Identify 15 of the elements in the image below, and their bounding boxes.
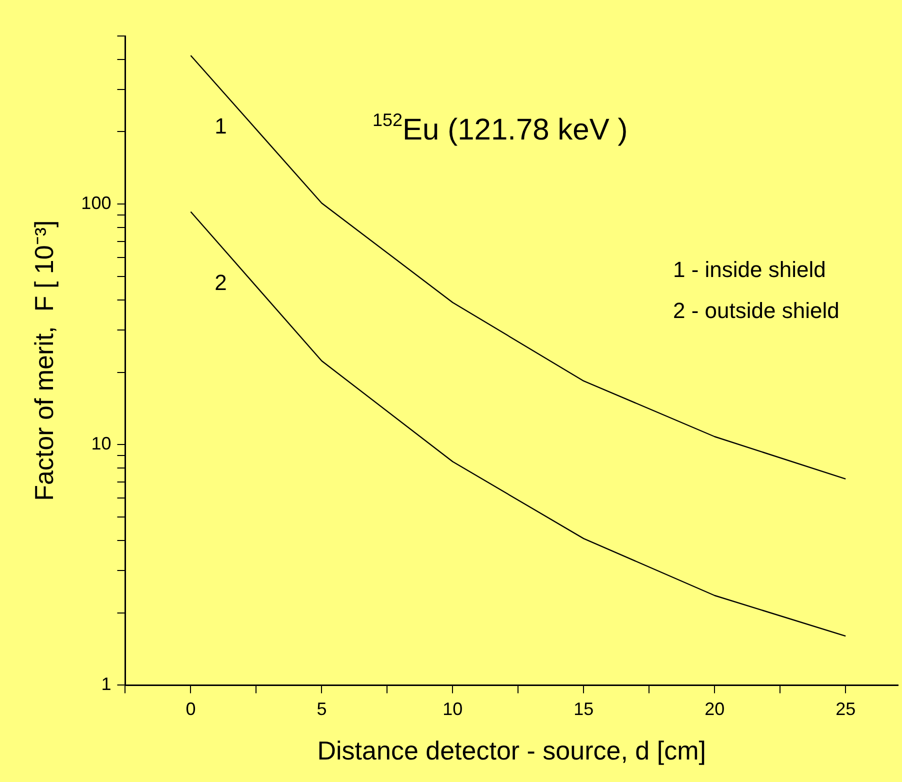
annotation: 1 - inside shield (673, 257, 826, 282)
y-tick-label: 1 (101, 674, 112, 694)
x-tick-label: 0 (186, 698, 196, 719)
x-tick-label: 20 (704, 698, 725, 719)
x-tick-label: 15 (574, 698, 594, 719)
annotation: 2 - outside shield (673, 298, 840, 324)
x-tick-label: 10 (442, 698, 463, 719)
x-axis-title: Distance detector - source, d [cm] (317, 736, 706, 766)
y-tick-label: 100 (81, 193, 112, 214)
x-tick-label: 25 (836, 698, 856, 719)
y-axis-title: Factor of merit, F [ 10⁻³] (28, 220, 59, 501)
series-label: 1 (214, 114, 227, 139)
x-tick-label: 5 (316, 698, 327, 719)
y-tick-label: 10 (91, 434, 112, 454)
series-label: 2 (214, 270, 227, 295)
